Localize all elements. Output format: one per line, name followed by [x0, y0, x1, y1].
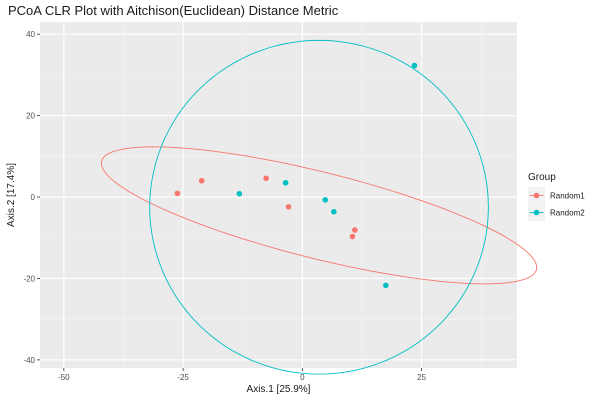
- plot-panel: [40, 22, 517, 368]
- y-tick-label: -20: [23, 274, 35, 283]
- minor-gridlines: [40, 22, 517, 368]
- x-axis-ticks: -50 -25 0 25: [58, 368, 427, 382]
- x-tick-label: 25: [417, 373, 426, 382]
- major-gridlines: [40, 22, 517, 368]
- legend: Group Random1 Random2: [528, 172, 585, 221]
- legend-label-random1: Random1: [550, 192, 585, 201]
- ellipse-random2: [149, 39, 489, 375]
- point-random2: [282, 179, 289, 186]
- point-random2: [383, 282, 389, 289]
- x-tick-label: -25: [177, 373, 189, 382]
- point-random2: [236, 190, 243, 197]
- y-tick-label: 0: [31, 193, 36, 202]
- point-random1: [349, 233, 356, 240]
- y-tick-label: -40: [23, 356, 35, 365]
- point-random1: [198, 177, 205, 184]
- legend-label-random2: Random2: [550, 209, 585, 218]
- point-random1: [174, 190, 181, 197]
- point-random2: [322, 197, 329, 203]
- legend-key-point: [533, 209, 540, 216]
- data-points: [174, 62, 418, 289]
- x-axis-title: Axis.1 [25.9%]: [247, 384, 311, 395]
- chart-title: PCoA CLR Plot with Aitchison(Euclidean) …: [8, 3, 339, 18]
- x-tick-label: -50: [58, 373, 70, 382]
- legend-title: Group: [528, 172, 556, 183]
- point-random1: [285, 204, 292, 210]
- point-random1: [263, 175, 269, 182]
- x-tick-label: 0: [300, 373, 305, 382]
- confidence-ellipses: [100, 39, 538, 375]
- y-axis-title: Axis.2 [17.4%]: [6, 163, 17, 227]
- point-random2: [411, 62, 418, 69]
- y-axis-ticks: -40 -20 0 20 40: [23, 30, 40, 365]
- ellipse-random1: [100, 146, 538, 285]
- point-random2: [331, 208, 337, 215]
- point-random1: [352, 227, 358, 233]
- y-tick-label: 20: [26, 112, 35, 121]
- legend-key-point: [533, 192, 540, 199]
- y-tick-label: 40: [26, 30, 35, 39]
